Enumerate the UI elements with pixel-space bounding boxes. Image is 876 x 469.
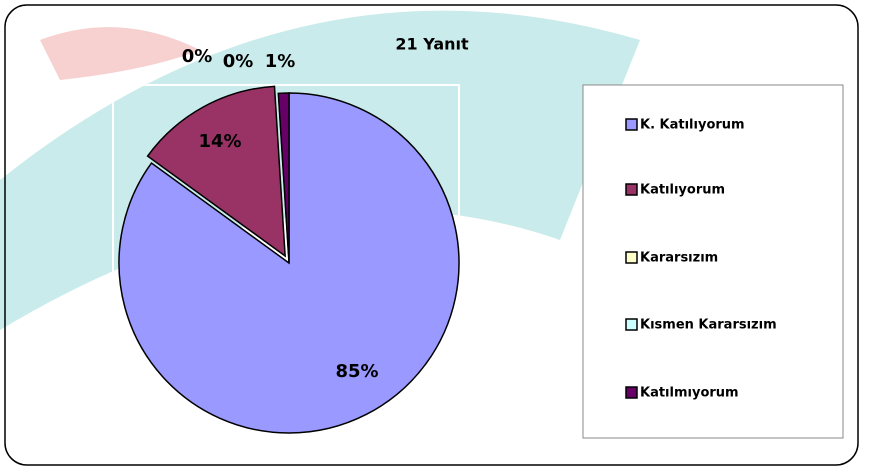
- chart: 21 Yanıt 85% 14% 0% 0% 1% K. Katılıyorum Katıl…: [0, 0, 876, 469]
- legend-swatch: [626, 184, 637, 195]
- legend-label: Kısmen Kararsızım: [640, 318, 777, 333]
- legend-label: K. Katılıyorum: [640, 118, 745, 133]
- legend-swatch: [626, 387, 637, 398]
- data-label: 14%: [198, 131, 241, 152]
- data-label: 0%: [182, 46, 213, 67]
- data-label: 85%: [335, 361, 378, 382]
- data-label: 0%: [223, 51, 254, 72]
- legend-swatch: [626, 119, 637, 130]
- legend-label: Katılmıyorum: [640, 386, 739, 401]
- chart-title: 21 Yanıt: [395, 35, 469, 54]
- legend-label: Katılıyorum: [640, 183, 725, 198]
- legend-swatch: [626, 319, 637, 330]
- legend-label: Kararsızım: [640, 251, 718, 266]
- legend-swatch: [626, 252, 637, 263]
- data-label: 1%: [265, 51, 296, 72]
